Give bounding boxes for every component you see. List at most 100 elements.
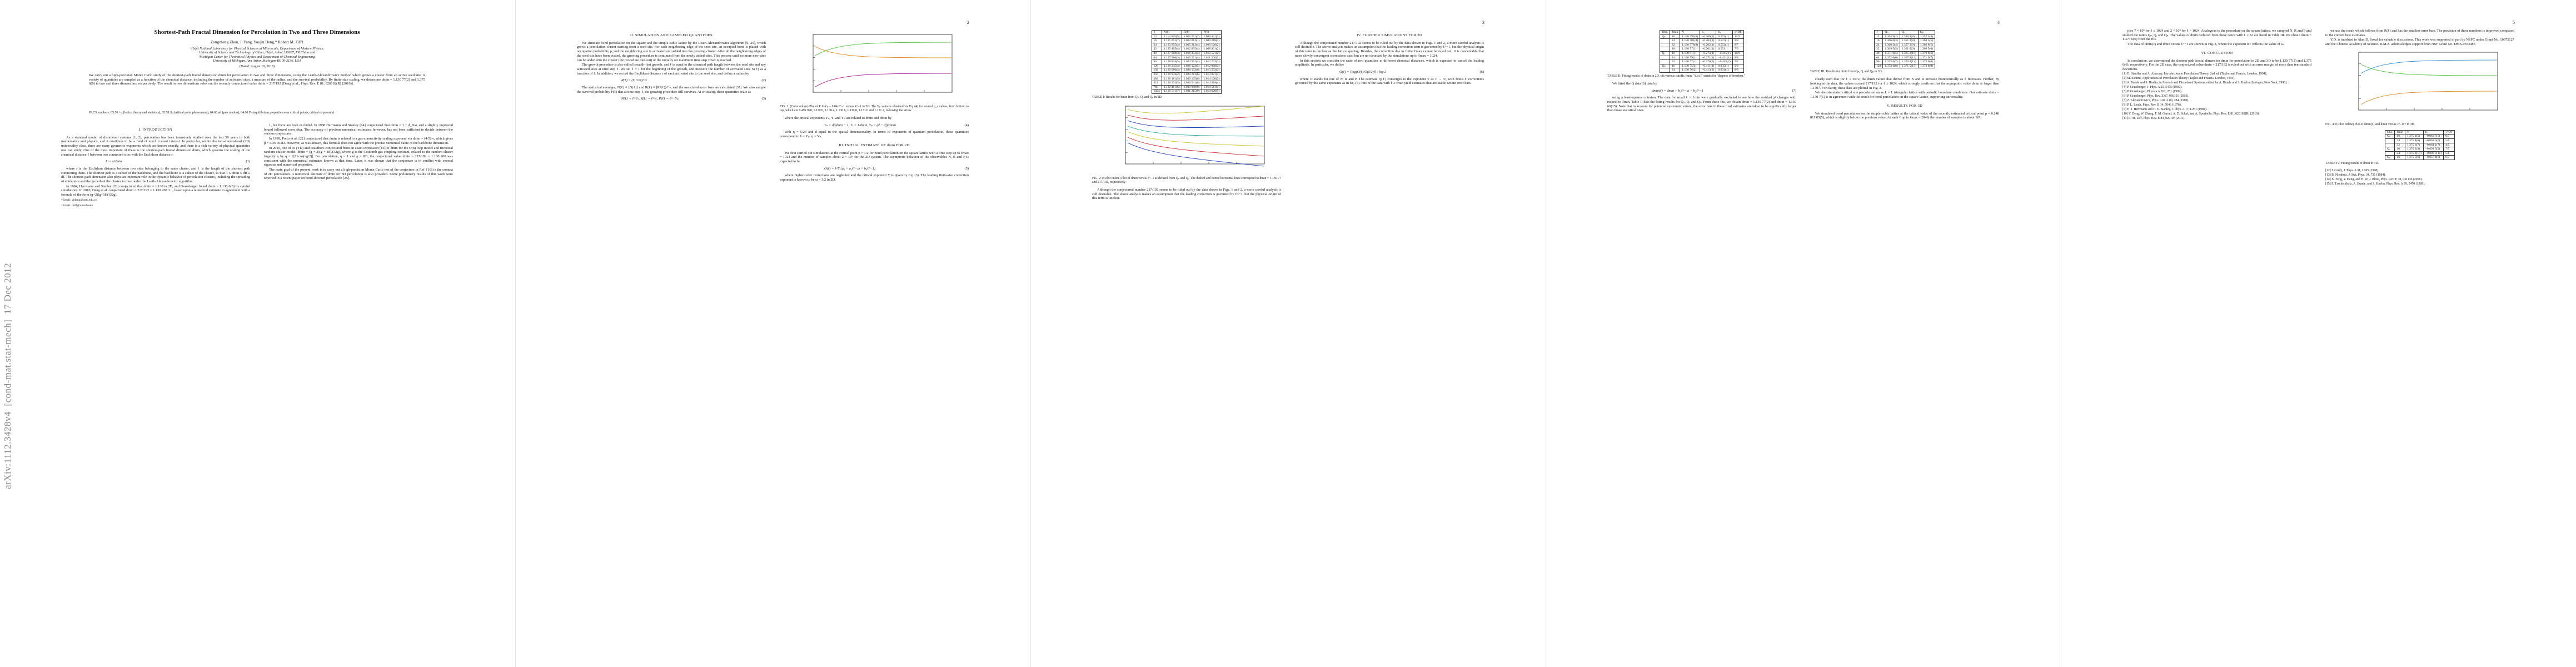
reference: [1] D. Stauffer and A. Aharony, Introduc… (2122, 72, 2268, 76)
table-cell: 1.371 5(15) (1899, 63, 1919, 69)
figure (2358, 52, 2498, 111)
table-cell: Qₙ (1660, 34, 1670, 39)
figure-shape (1127, 115, 1264, 121)
table-cell: 1.357 4(4) (1917, 34, 1936, 39)
paragraph: we use the result which follows from R(ℓ… (2325, 29, 2514, 37)
table-cell: Qᵣ (1660, 51, 1670, 56)
table-cell: 1.375 1(5) (2404, 134, 2424, 139)
paragraph: In conclusion, we determined the shortes… (2122, 58, 2311, 71)
table-cell (1660, 38, 1670, 43)
table-row: Qₚ 16 1.375 5(6) −0.057 4(6) 6/7 (2384, 155, 2455, 160)
figure-shape (813, 34, 953, 93)
equation-body: dmin(ℓ) = dmin + b₁ℓ^−ω + b₂ℓ^−1 (1652, 88, 1703, 93)
figure (813, 34, 953, 93)
equation-number: (5) (964, 166, 969, 171)
equation-number: (3) (761, 97, 766, 101)
table-cell: 1.373 8(9) (1917, 63, 1936, 69)
table-cell: 1.372 0(6) (1882, 55, 1900, 61)
section-heading: IV. FURTHER SIMULATIONS FOR 2D (1357, 33, 1422, 37)
table-cell: 1.014 511(4) (1201, 84, 1222, 90)
table-cell: 16 (1669, 51, 1681, 56)
table-cell: 1.012 998(3) (1201, 63, 1222, 69)
reference: [10] Y. Deng, W. Zhang, T. M. Garoni, A.… (2122, 112, 2260, 116)
equation-number: (6) (1479, 69, 1484, 74)
table-row: 24 1.375 8(10) −0.090 2(10) 5/6 (2384, 151, 2455, 156)
table-cell: 8/7 (1732, 42, 1744, 48)
table-cell: 1024 (1151, 89, 1162, 94)
table-cell: 1.121 001(7) (1161, 38, 1182, 43)
table-cell: 1.338 4(8) (1899, 34, 1919, 39)
table-cell: 0.551 (1716, 47, 1733, 52)
table-row: 64 1.372 0(6) 1.367 8(12) 1.371 9(7) (1874, 55, 1936, 61)
paragraph: The data of dmin(ℓ) and dmin versus ℓ^−1… (2127, 42, 2285, 47)
figure-shape (815, 73, 951, 87)
footnote: †Email: rziff@umich.edu (61, 203, 93, 207)
table-row: 24 1.130 76(2) −0.413(2) 0.931(1) 8/8 (1660, 68, 1744, 73)
column-header: χ²/DF (2443, 130, 2455, 135)
table-row: Qᵣ 16 1.130 81(1) −0.274(1) −0.415(1) 10/9 (1660, 51, 1744, 56)
table-row: 48 1.127 018(3) 1.018 352(4) 1.010 521(2) (1151, 51, 1222, 56)
page: arXiv:1112.3428v4 [cond-mat.stat-mech] 1… (0, 0, 514, 667)
column-header: R(ℓ) (1181, 30, 1202, 35)
table-cell: 12 (1874, 34, 1884, 39)
table-row: 512 1.130 332(5) 1.030 541(8) 1.014 318(4) (1151, 81, 1222, 86)
table-cell: 0.557(1) (1716, 38, 1733, 43)
table-row: Qₙ 16 1.130 795(6) −0.206(1) 0.573(1) 12/9 (1660, 34, 1744, 39)
table-cell: 16 (1669, 34, 1681, 39)
table-cell: 16 (2394, 155, 2405, 160)
column-header: ℓmin (1669, 30, 1681, 35)
equation-number: (1) (246, 160, 250, 164)
table-cell: 1.375 5(6) (2404, 155, 2424, 160)
table-cell: −0.274(1) (1700, 51, 1717, 56)
table-cell: −0.413(2) (1700, 68, 1717, 73)
table-cell: 1.002 012(1) (1181, 38, 1202, 43)
paragraph: Although the conjectured number 217/192 … (1295, 41, 1484, 58)
table-cell: 24 (1669, 68, 1681, 73)
table-row: 16 1.366 0(3) 1.351 3(8) 1.364 5(5) (1874, 38, 1936, 43)
text-column: ℓ Qₙ Qᵣ Qₚ 12 1.364 9(2) 1.338 4(8) 1.357 4(4) 1… (1810, 29, 1999, 121)
paragraph: As a standard model of disordered system… (61, 135, 250, 157)
table-cell: 1.130 781(8) (1680, 38, 1701, 43)
paragraph: where higher-order corrections are negle… (780, 173, 969, 182)
table-cell: 7/7 (2443, 147, 2455, 152)
table-cell: 1.130 778(9) (1680, 42, 1701, 48)
affiliation: ²Michigan Center for Theoretical Physics… (198, 54, 316, 59)
table-cell: 5/6 (2443, 151, 2455, 156)
column-header: Obs. (2384, 130, 2395, 135)
affiliation: University of Michigan, Ann Arbor, Michi… (213, 59, 301, 63)
table-cell: 1.366 0(3) (1882, 38, 1900, 43)
table-cell: 12 (1151, 34, 1162, 39)
figure-shape (1127, 131, 1264, 147)
table-cell: 1.010 521(2) (1201, 51, 1222, 56)
page-number: 2 (967, 20, 969, 25)
section-heading: VI. CONCLUSION (2201, 51, 2233, 55)
table-cell: Qₙ (2384, 134, 2395, 139)
table-caption: TABLE III: Results for dmin from Qₙ, Qᵣ … (1810, 70, 1883, 74)
table-row: 12 1.112 695(9) 1.002 251(2) 1.009 421(3) (1151, 34, 1222, 39)
column-header: ℓ (1874, 30, 1884, 35)
table-cell: 1.364 9(2) (1882, 34, 1900, 39)
table-cell: −0.063 5(6) (2423, 138, 2444, 143)
table-cell: 1.130 461(6) (1161, 84, 1182, 90)
table-cell: 1.351 3(8) (1899, 38, 1919, 43)
paragraph: where r is the Euclidean distance betwee… (61, 166, 250, 184)
equation: Yₙ = df/dmin − 1, Yᵣ = 1/dmin, Yₚ = (d −… (780, 123, 969, 128)
table-cell: 1.365 2(10) (1899, 51, 1919, 56)
table-cell: 32 (1151, 47, 1162, 52)
table-cell: 0.931(1) (1716, 68, 1733, 73)
table-cell: Qᵣ (2384, 147, 2395, 152)
table-row: Qₙ 16 1.375 1(5) −0.062 7(5) 6/7 (2384, 134, 2455, 139)
table-cell: 1.026 123(5) (1181, 63, 1202, 69)
table-cell: −0.062 7(5) (2423, 134, 2444, 139)
table-cell: 1.375 8(10) (2404, 151, 2424, 156)
text-column: we use the result which follows from R(ℓ… (2325, 29, 2514, 187)
equation-body: O(ℓ) = ℓ^Y (a₀ + a₁ℓ^−ω + b₀ℓ^−1) (824, 166, 876, 171)
table-cell: 1.128 824(5) (1161, 59, 1182, 64)
table-header: ℓ N(ℓ) R(ℓ) P(ℓ) (1151, 30, 1222, 35)
table-cell: 48 (1151, 51, 1162, 56)
text-column: 1, but there are both excluded. In 1988 … (264, 123, 453, 181)
column-header: b₁ (2423, 130, 2444, 135)
table-cell: 1.129 936(4) (1161, 72, 1182, 77)
